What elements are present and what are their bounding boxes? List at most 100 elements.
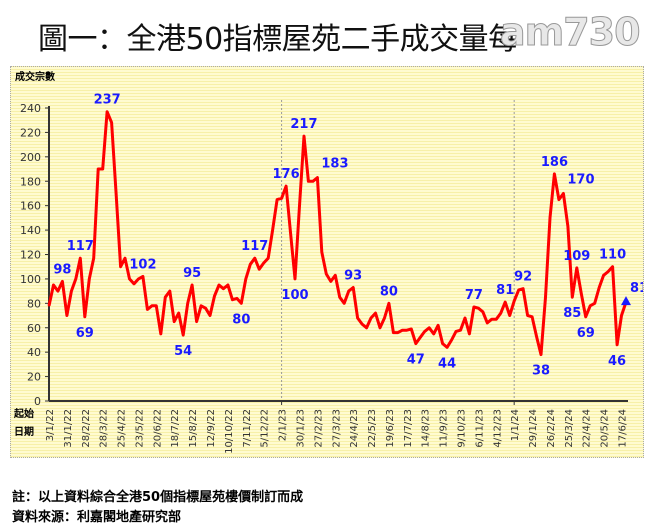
data-point [446, 346, 448, 349]
x-tick-label: 19/6/23 [385, 409, 396, 448]
data-point [486, 322, 489, 324]
y-tick-label: 80 [27, 297, 41, 310]
x-tick-label: 3/1/22 [45, 409, 56, 441]
data-label: 85 [563, 306, 581, 321]
y-tick-label: 180 [20, 175, 41, 188]
x-tick-label: 31/1/22 [63, 409, 74, 448]
chart-title: 圖一：全港50指標屋苑二手成交量每 [38, 22, 518, 57]
y-tick-label: 100 [20, 273, 41, 286]
data-point [106, 110, 108, 113]
data-point [477, 307, 480, 310]
data-point [611, 265, 614, 268]
data-point [240, 302, 243, 305]
x-tick-label: 6/11/23 [474, 409, 485, 448]
data-point [365, 326, 368, 329]
data-point [267, 257, 269, 259]
y-tick-label: 60 [27, 322, 41, 335]
data-point [294, 278, 296, 280]
y-tick-label: 240 [20, 102, 41, 115]
data-point [491, 318, 493, 321]
data-point [616, 344, 618, 346]
data-point [218, 284, 220, 286]
x-tick-label: 10/10/22 [224, 409, 235, 454]
data-point [83, 315, 86, 318]
data-point [589, 304, 592, 307]
data-point [459, 329, 462, 331]
data-point [397, 331, 399, 334]
data-point [66, 314, 68, 317]
data-point [61, 280, 64, 283]
data-point [146, 308, 149, 311]
x-tick-label: 4/12/23 [492, 409, 503, 448]
data-label: 100 [281, 288, 308, 303]
data-point [562, 192, 565, 195]
data-point [419, 336, 422, 339]
data-point [410, 328, 413, 330]
data-point [495, 318, 498, 321]
x-tick-label: 9/10/23 [457, 409, 468, 448]
data-point [343, 302, 346, 305]
x-axis-label-line1: 起始 [13, 407, 34, 420]
data-point [338, 296, 341, 299]
y-tick-label: 160 [20, 200, 41, 213]
data-point [191, 284, 193, 286]
data-point [164, 296, 167, 299]
data-point [607, 270, 609, 273]
data-point [499, 312, 502, 314]
source-note: 資料來源：利嘉閣地產研究部 [12, 510, 182, 525]
data-point [213, 295, 216, 297]
data-point [370, 317, 372, 319]
data-label: 44 [438, 356, 456, 371]
data-point [155, 304, 158, 307]
data-point [222, 287, 225, 290]
x-tick-label: 26/2/24 [546, 409, 557, 448]
data-label: 117 [241, 239, 268, 254]
data-point [182, 334, 184, 336]
data-point [209, 314, 211, 317]
data-label: 92 [514, 270, 532, 285]
data-point [593, 302, 596, 305]
data-point [236, 297, 238, 300]
data-point [504, 301, 507, 303]
data-point [598, 286, 600, 289]
data-point [271, 229, 274, 231]
data-point [276, 198, 278, 201]
data-point [535, 335, 538, 338]
data-point [137, 278, 140, 280]
chart-panel: 成交宗數 起始 日期 0 20 40 60 80 100 120 140 160 180 200 22… [10, 66, 644, 458]
data-point [352, 286, 354, 289]
data-point [392, 331, 395, 334]
data-point [544, 296, 547, 299]
data-point [128, 278, 131, 280]
y-tick-label: 20 [27, 371, 41, 384]
x-tick-label: 22/5/23 [367, 409, 378, 448]
data-point [321, 251, 323, 253]
x-tick-label: 7/11/22 [242, 409, 253, 448]
data-point [227, 284, 229, 286]
data-label: 77 [465, 288, 483, 303]
data-point [455, 330, 457, 333]
data-point [374, 312, 377, 314]
data-label: 217 [290, 117, 317, 132]
data-point [526, 314, 529, 317]
x-tick-label: 30/1/23 [295, 409, 306, 448]
data-point [57, 290, 59, 292]
y-axis-label: 成交宗數 [15, 70, 55, 83]
data-point [79, 257, 82, 259]
data-point [316, 176, 319, 179]
data-label: 81 [496, 283, 514, 298]
data-point [406, 329, 408, 331]
data-point [119, 265, 122, 268]
data-point [361, 323, 363, 325]
footnote: 註：以上資料綜合全港50個指標屋苑樓價制訂而成 [12, 490, 304, 505]
data-point [549, 217, 551, 219]
x-tick-label: 20/6/22 [152, 409, 163, 448]
data-point [441, 342, 444, 345]
data-point [379, 326, 381, 329]
data-point [280, 197, 283, 200]
data-point [52, 284, 55, 286]
data-point [97, 168, 100, 170]
data-label: 109 [563, 249, 590, 264]
data-label: 80 [232, 312, 250, 327]
data-label: 110 [599, 248, 626, 263]
